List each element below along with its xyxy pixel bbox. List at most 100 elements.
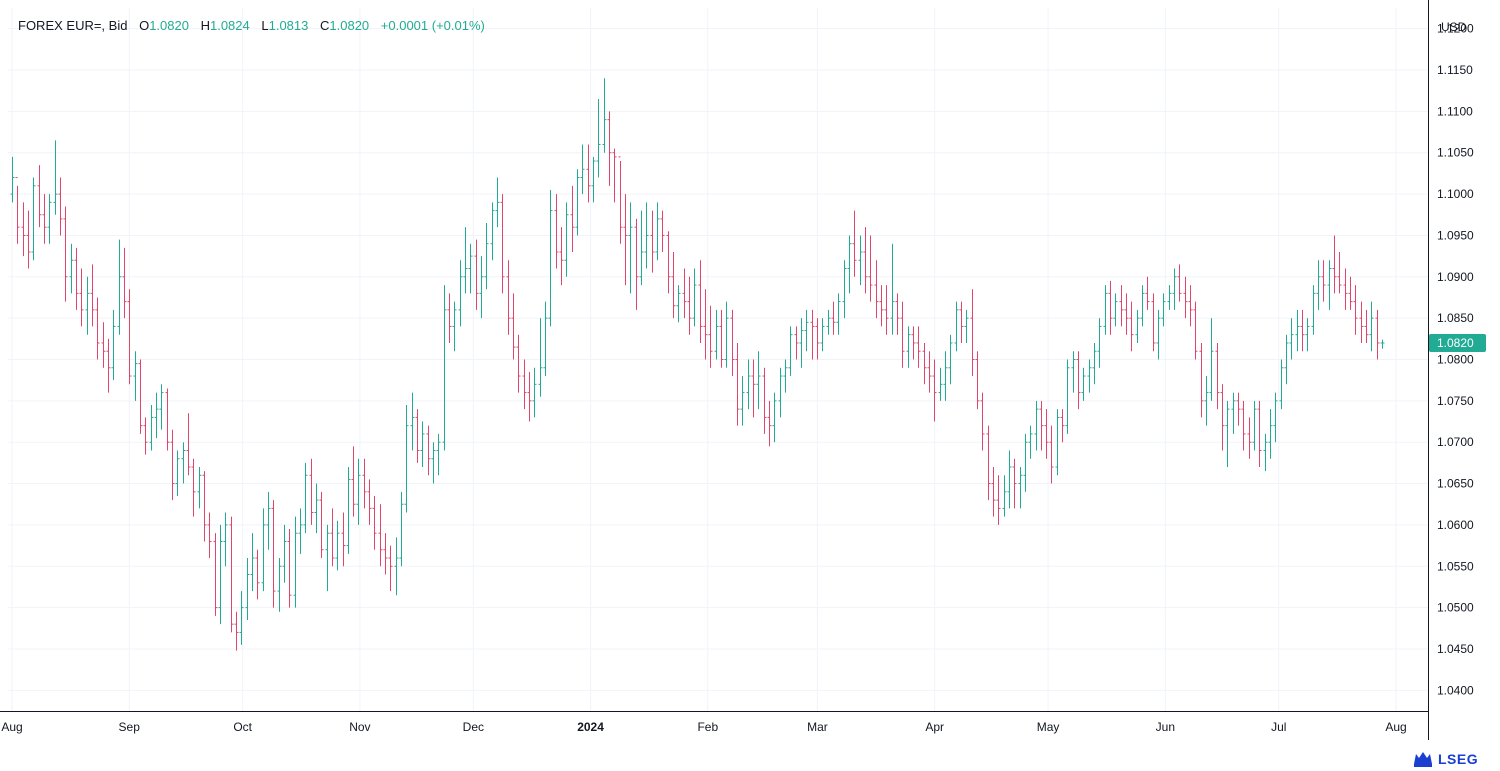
y-tick-label: 1.0900 bbox=[1437, 270, 1474, 284]
ohlc-bar bbox=[1060, 409, 1065, 443]
ohlc-bar bbox=[266, 491, 271, 550]
y-tick-label: 1.0800 bbox=[1437, 353, 1474, 367]
ohlc-bar bbox=[1279, 359, 1284, 410]
ohlc-bar bbox=[724, 301, 729, 368]
ohlc-bar bbox=[1012, 458, 1017, 509]
y-tick-label: 1.1050 bbox=[1437, 146, 1474, 160]
ohlc-bar bbox=[964, 309, 969, 343]
ohlc-bar bbox=[1177, 264, 1182, 302]
ohlc-bar bbox=[1103, 285, 1108, 335]
ohlc-bar bbox=[79, 268, 84, 327]
ohlc-bar bbox=[1295, 309, 1300, 352]
ohlc-bar bbox=[666, 231, 671, 294]
ohlc-bar bbox=[31, 177, 36, 261]
ohlc-bar bbox=[362, 458, 367, 509]
ohlc-bar bbox=[740, 376, 745, 426]
ohlc-bar bbox=[692, 268, 697, 327]
ohlc-bar bbox=[762, 367, 767, 434]
last-price-label: 1.0820 bbox=[1437, 336, 1474, 350]
ohlc-bar bbox=[575, 169, 580, 236]
low-label: L bbox=[261, 18, 269, 33]
ohlc-bar bbox=[1055, 409, 1060, 476]
ohlc-bar bbox=[367, 479, 372, 525]
currency-label[interactable]: USD bbox=[1441, 20, 1467, 34]
x-tick-label: Feb bbox=[697, 720, 718, 734]
ohlc-bar bbox=[980, 392, 985, 451]
ohlc-bar bbox=[932, 359, 937, 422]
ohlc-bar bbox=[714, 309, 719, 360]
ohlc-bar bbox=[916, 326, 921, 368]
ohlc-bar bbox=[1284, 334, 1289, 385]
ohlc-bar bbox=[298, 508, 303, 554]
ohlc-bar bbox=[1300, 309, 1305, 352]
ohlc-bar bbox=[511, 293, 516, 360]
ohlc-bar bbox=[282, 524, 287, 583]
ohlc-bar bbox=[330, 508, 335, 567]
ohlc-bar bbox=[1273, 392, 1278, 443]
ohlc-bar bbox=[1044, 409, 1049, 459]
x-tick-label: Jul bbox=[1271, 720, 1286, 734]
y-tick-label: 1.0950 bbox=[1437, 228, 1474, 242]
ohlc-bar bbox=[410, 392, 415, 451]
ohlc-bar bbox=[415, 409, 420, 463]
ohlc-bar bbox=[890, 243, 895, 335]
ohlc-bar bbox=[799, 318, 804, 368]
symbol-label[interactable]: FOREX EUR=, Bid bbox=[18, 18, 128, 33]
ohlc-bar bbox=[165, 388, 170, 451]
ohlc-bar bbox=[1156, 309, 1161, 360]
lseg-lion-icon bbox=[1414, 752, 1432, 767]
ohlc-bar bbox=[1199, 342, 1204, 418]
low-value: 1.0813 bbox=[268, 18, 309, 33]
ohlc-bar bbox=[394, 537, 399, 596]
ohlc-bar bbox=[607, 111, 612, 186]
ohlc-bar bbox=[554, 194, 559, 269]
ohlc-legend: FOREX EUR=, Bid O1.0820 H1.0824 L1.0813 … bbox=[18, 18, 485, 33]
x-tick-label: May bbox=[1037, 720, 1060, 734]
ohlc-bars bbox=[10, 78, 1385, 651]
y-tick-label: 1.1150 bbox=[1437, 63, 1473, 77]
ohlc-bar bbox=[58, 177, 63, 236]
ohlc-bar bbox=[644, 202, 649, 269]
ohlc-bar bbox=[1135, 309, 1140, 343]
ohlc-bar bbox=[1188, 285, 1193, 327]
ohlc-bar bbox=[863, 227, 868, 294]
ohlc-bar bbox=[442, 285, 447, 451]
x-tick-label: Oct bbox=[233, 720, 252, 734]
time-axis: Aug Sep Oct Nov Dec 2024 Feb Mar Apr May Jun Jul Aug bbox=[0, 711, 1428, 734]
ohlc-bar bbox=[335, 520, 340, 571]
ohlc-bar bbox=[463, 227, 468, 294]
ohlc-bar bbox=[847, 235, 852, 294]
ohlc-bar bbox=[703, 289, 708, 360]
ohlc-bar bbox=[698, 260, 703, 343]
ohlc-bar bbox=[1076, 351, 1081, 410]
ohlc-bar bbox=[378, 504, 383, 567]
ohlc-bar bbox=[543, 301, 548, 377]
ohlc-bar bbox=[991, 467, 996, 517]
ohlc-bar bbox=[245, 557, 250, 621]
ohlc-bar bbox=[756, 351, 761, 410]
ohlc-bar bbox=[1007, 450, 1012, 509]
close-label: C bbox=[320, 18, 330, 33]
ohlc-bar bbox=[15, 177, 20, 244]
ohlc-bar bbox=[223, 512, 228, 567]
ohlc-bar bbox=[1316, 260, 1321, 310]
ohlc-bar bbox=[1209, 318, 1214, 401]
ohlc-bar bbox=[372, 495, 377, 550]
ohlc-bar bbox=[810, 309, 815, 360]
ohlc-bar bbox=[879, 285, 884, 327]
ohlc-bar bbox=[197, 467, 202, 509]
ohlc-bar bbox=[10, 156, 15, 203]
ohlc-bar bbox=[959, 301, 964, 343]
ohlc-bar bbox=[612, 148, 617, 203]
ohlc-bar bbox=[927, 351, 932, 393]
ohlc-bar bbox=[836, 293, 841, 335]
ohlc-bar bbox=[1151, 293, 1156, 352]
ohlc-bar bbox=[794, 326, 799, 360]
ohlc-bar bbox=[500, 194, 505, 294]
ohlc-bar bbox=[804, 309, 809, 352]
ohlc-bar bbox=[170, 429, 175, 501]
ohlc-bar bbox=[1039, 400, 1044, 451]
ohlc-bar bbox=[975, 351, 980, 410]
ohlc-bar bbox=[1002, 475, 1007, 517]
